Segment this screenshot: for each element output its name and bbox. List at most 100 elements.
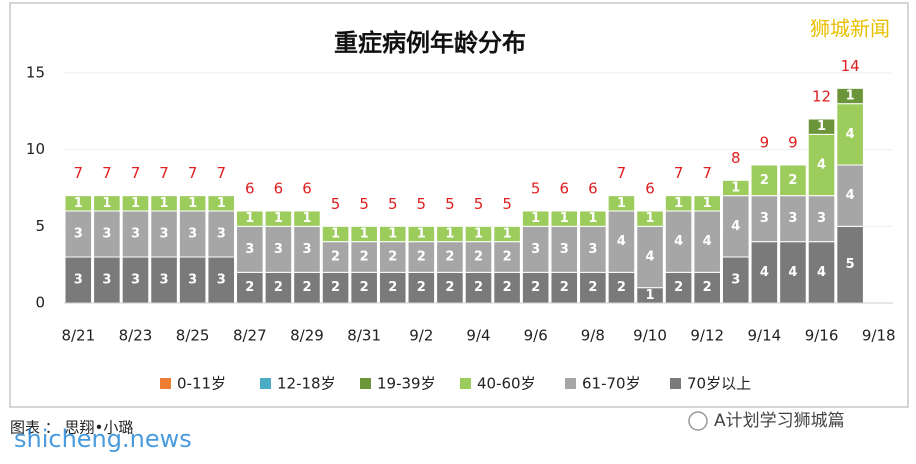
segment-label: 4 xyxy=(703,234,712,249)
y-tick-label: 15 xyxy=(26,64,45,82)
segment-label: 1 xyxy=(160,196,169,211)
segment-label: 1 xyxy=(846,89,855,104)
segment-label: 2 xyxy=(245,280,254,295)
total-label: 7 xyxy=(617,164,627,182)
x-tick-label: 9/14 xyxy=(748,327,782,345)
bar-segment xyxy=(264,210,293,227)
segment-label: 4 xyxy=(817,158,826,173)
total-label: 7 xyxy=(216,164,226,182)
segment-label: 4 xyxy=(760,265,769,280)
x-tick-label: 9/2 xyxy=(409,327,433,345)
total-label: 6 xyxy=(588,180,598,198)
segment-label: 1 xyxy=(102,196,111,211)
bar-segment xyxy=(121,256,150,304)
x-tick-label: 9/16 xyxy=(805,327,839,345)
bar-segment xyxy=(93,256,121,304)
segment-label: 4 xyxy=(846,127,855,142)
bar-segment xyxy=(293,225,321,273)
segment-label: 3 xyxy=(188,227,197,242)
credit-author: 图表 ： 思翔•小璐 xyxy=(10,419,133,437)
segment-label: 1 xyxy=(360,227,369,242)
total-label: 14 xyxy=(841,57,860,75)
bar-segment xyxy=(436,225,464,243)
bar-segment xyxy=(436,241,464,273)
bar-segment xyxy=(750,164,779,197)
bar-segment xyxy=(493,241,521,273)
bar-segment xyxy=(236,225,264,273)
segment-label: 1 xyxy=(617,196,626,211)
segment-label: 3 xyxy=(274,242,283,257)
total-label: 6 xyxy=(559,180,569,198)
bar-segment xyxy=(464,241,493,273)
bar-segment xyxy=(779,195,807,243)
total-label: 6 xyxy=(302,180,312,198)
segment-label: 2 xyxy=(388,280,397,295)
total-label: 5 xyxy=(417,195,427,213)
account-badge: A计划学习狮城篇 xyxy=(688,411,845,431)
bar-segment xyxy=(750,195,779,243)
account-icon xyxy=(688,411,708,431)
segment-label: 1 xyxy=(417,227,426,242)
segment-label: 1 xyxy=(331,227,340,242)
bar-segment xyxy=(93,195,121,212)
legend-label: 19-39岁 xyxy=(377,375,436,393)
bar-segment xyxy=(207,210,236,258)
segment-label: 3 xyxy=(160,273,169,288)
segment-label: 4 xyxy=(817,265,826,280)
legend-label: 40-60岁 xyxy=(477,375,536,393)
y-tick-label: 5 xyxy=(35,217,45,235)
bar-segment xyxy=(836,225,864,304)
segment-label: 2 xyxy=(360,250,369,265)
total-label: 5 xyxy=(445,195,455,213)
segment-label: 2 xyxy=(388,250,397,265)
x-tick-label: 9/12 xyxy=(690,327,724,345)
bar-segment xyxy=(493,225,521,243)
bar-segment xyxy=(807,118,836,135)
segment-label: 3 xyxy=(188,273,197,288)
segment-label: 3 xyxy=(74,227,83,242)
watermark: 狮城新闻 xyxy=(810,17,890,41)
bar-segment xyxy=(550,225,579,273)
bar-segment xyxy=(64,195,93,212)
x-tick-label: 8/23 xyxy=(119,327,153,345)
bar-segment xyxy=(150,195,178,212)
total-label: 5 xyxy=(331,195,341,213)
segment-label: 1 xyxy=(131,196,140,211)
segment-label: 3 xyxy=(131,273,140,288)
segment-label: 1 xyxy=(388,227,397,242)
bar-segment xyxy=(293,271,321,304)
x-tick-label: 9/10 xyxy=(633,327,667,345)
bar-segment xyxy=(293,210,321,227)
y-tick-label: 0 xyxy=(35,294,45,312)
segment-label: 2 xyxy=(503,280,512,295)
bar-segment xyxy=(779,164,807,197)
segment-label: 1 xyxy=(445,227,454,242)
segment-label: 2 xyxy=(417,250,426,265)
segment-label: 2 xyxy=(331,280,340,295)
segment-label: 3 xyxy=(245,242,254,257)
legend-label: 61-70岁 xyxy=(582,375,641,393)
segment-label: 3 xyxy=(102,273,111,288)
segment-label: 2 xyxy=(674,280,683,295)
segment-label: 3 xyxy=(817,211,826,226)
bar-segment xyxy=(236,210,264,227)
bar-segment xyxy=(378,225,407,243)
total-label: 7 xyxy=(159,164,169,182)
segment-label: 4 xyxy=(645,250,654,265)
bar-segment xyxy=(607,210,636,273)
segment-label: 1 xyxy=(645,211,654,226)
total-label: 7 xyxy=(74,164,84,182)
segment-label: 3 xyxy=(302,242,311,257)
segment-label: 2 xyxy=(274,280,283,295)
bar-segment xyxy=(550,210,579,227)
bar-segment xyxy=(407,225,436,243)
bar-segment xyxy=(350,241,378,273)
segment-label: 2 xyxy=(703,280,712,295)
segment-label: 2 xyxy=(788,173,797,188)
x-tick-label: 8/21 xyxy=(61,327,95,345)
total-label: 6 xyxy=(645,180,655,198)
bar-segment xyxy=(207,195,236,212)
bar-segment xyxy=(579,271,607,304)
bar-segment xyxy=(150,210,178,258)
